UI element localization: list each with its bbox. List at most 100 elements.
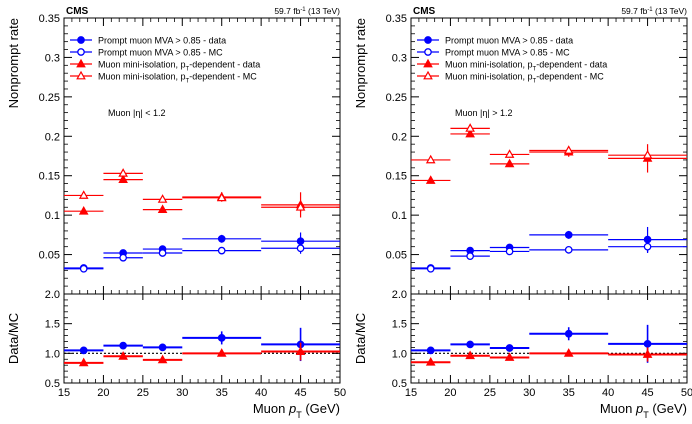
cms-label: CMS <box>413 6 436 17</box>
ratio-series-2 <box>64 342 340 367</box>
x-tick-label: 50 <box>681 387 692 399</box>
y-tick-label: 0.25 <box>386 92 407 104</box>
legend-text: Prompt muon MVA > 0.85 - MC <box>98 48 223 58</box>
y-tick-label: 0.3 <box>392 52 407 64</box>
y-tick-label: 0.2 <box>45 131 60 143</box>
ratio-y-tick-label: 2.0 <box>392 289 407 301</box>
x-tick-label: 35 <box>563 387 575 399</box>
data-point <box>119 253 127 262</box>
y-tick-label: 0.3 <box>45 52 60 64</box>
data-point <box>118 174 128 184</box>
legend-text-subscript: T <box>533 79 537 85</box>
data-point <box>118 168 128 177</box>
legend-text-rest: -dependent - MC <box>536 72 604 82</box>
legend-text: Prompt muon MVA > 0.85 - MC <box>445 48 570 58</box>
data-point <box>564 231 573 239</box>
x-axis-label-unit: (GeV) <box>302 401 340 416</box>
y-tick-label: 0.1 <box>392 210 407 222</box>
legend-text-rest: -dependent - data <box>189 60 260 70</box>
eta-region-label: Muon |η| < 1.2 <box>108 108 165 118</box>
legend-label: Muon mini-isolation, pT-dependent - data <box>98 60 260 73</box>
data-point <box>465 128 475 138</box>
y-tick-label: 0.25 <box>39 92 60 104</box>
ratio-point <box>642 349 653 358</box>
data-point <box>216 192 227 202</box>
data-point <box>504 158 515 168</box>
x-axis-label-prefix: Muon <box>600 401 636 416</box>
legend-marker <box>76 58 86 68</box>
legend-text-main: Muon mini-isolation, p <box>445 60 533 70</box>
x-tick-label: 35 <box>216 387 228 399</box>
ratio-point <box>643 339 652 348</box>
legend-marker <box>424 36 432 44</box>
legend-label: Muon mini-isolation, pT-dependent - MC <box>98 72 257 85</box>
chart-panel-1: CMS 59.7 fb-1 (13 TeV) 0.05 0.1 0.15 0.2 0.25 0… <box>6 6 346 420</box>
x-axis-label-subscript: T <box>643 410 649 419</box>
x-axis-label: Muon pT (GeV) <box>600 401 687 419</box>
data-point <box>79 264 88 273</box>
series-2 <box>411 240 687 273</box>
data-point <box>465 123 475 132</box>
energy-label: (13 TeV) <box>306 6 341 16</box>
ratio-point <box>563 348 574 357</box>
y-tick-label: 0.15 <box>39 171 60 183</box>
lumi-value: 59.7 fb <box>274 6 300 16</box>
x-tick-label: 50 <box>334 387 346 399</box>
data-point <box>425 175 436 184</box>
y-tick-label: 0.15 <box>386 171 407 183</box>
x-tick-label: 15 <box>405 387 417 399</box>
ratio-point <box>505 344 514 352</box>
ratio-point <box>425 357 436 366</box>
ratio-point <box>119 341 127 350</box>
legend-text-subscript: T <box>533 67 537 73</box>
x-tick-label: 20 <box>97 387 109 399</box>
legend-text-main: Muon mini-isolation, p <box>98 72 186 82</box>
ratio-series-2 <box>411 347 687 366</box>
data-point <box>642 149 653 159</box>
legend-marker <box>76 70 86 80</box>
ratio-point <box>157 354 168 364</box>
data-point <box>466 252 474 260</box>
legend-label: Prompt muon MVA > 0.85 - data <box>445 36 573 46</box>
x-tick-label: 25 <box>484 387 496 399</box>
x-tick-label: 40 <box>255 387 267 399</box>
data-point <box>505 247 514 256</box>
ratio-point <box>216 348 227 357</box>
eta-region-label: Muon |η| > 1.2 <box>455 108 512 118</box>
x-axis-label: Muon pT (GeV) <box>253 401 340 419</box>
data-point <box>563 145 574 154</box>
x-axis-label-italic-p: p <box>288 401 296 416</box>
x-tick-label: 20 <box>444 387 456 399</box>
ratio-y-axis-label: Data/MC <box>6 313 21 364</box>
x-axis-label-italic-p: p <box>635 401 643 416</box>
ratio-y-tick-label: 1.0 <box>45 348 60 360</box>
legend: Prompt muon MVA > 0.85 - data Prompt muon… <box>417 36 607 85</box>
legend-label: Prompt muon MVA > 0.85 - MC <box>445 48 570 58</box>
ratio-point <box>295 346 306 355</box>
data-point <box>643 242 652 251</box>
x-axis-label-subscript: T <box>296 410 302 419</box>
luminosity-label: 59.7 fb-1 (13 TeV) <box>621 6 687 16</box>
legend-text-rest: -dependent - MC <box>189 72 257 82</box>
x-tick-label: 15 <box>58 387 70 399</box>
data-point <box>158 249 167 257</box>
legend-label: Prompt muon MVA > 0.85 - MC <box>98 48 223 58</box>
ratio-point <box>504 352 515 361</box>
legend: Prompt muon MVA > 0.85 - data Prompt muon… <box>70 36 260 85</box>
ratio-y-tick-label: 1.0 <box>392 348 407 360</box>
legend-text-subscript: T <box>186 67 190 73</box>
y-tick-label: 0.2 <box>392 131 407 143</box>
legend-label: Prompt muon MVA > 0.85 - data <box>98 36 226 46</box>
x-tick-label: 45 <box>641 387 653 399</box>
ratio-point <box>79 346 88 355</box>
data-point <box>217 246 226 255</box>
x-tick-label: 40 <box>602 387 614 399</box>
ratio-point <box>426 346 435 355</box>
series-2 <box>64 242 340 273</box>
ratio-point <box>466 340 474 349</box>
ratio-point <box>465 350 475 360</box>
data-point <box>78 190 89 199</box>
legend-text: Prompt muon MVA > 0.85 - data <box>445 36 573 46</box>
